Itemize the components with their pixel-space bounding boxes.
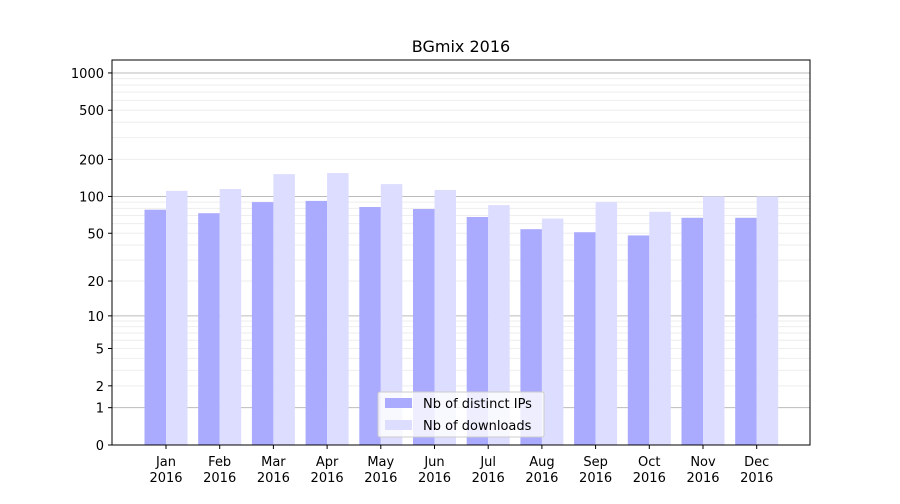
bar-distinct-ips xyxy=(198,213,220,445)
bar-distinct-ips xyxy=(413,209,435,445)
bar-downloads xyxy=(541,218,564,445)
bar-distinct-ips xyxy=(305,200,328,445)
bar-distinct-ips xyxy=(144,209,166,445)
x-tick-label: Jun 2016 xyxy=(418,455,451,486)
bar-distinct-ips xyxy=(466,216,489,445)
y-tick-label: 0 xyxy=(96,439,104,454)
bars xyxy=(144,173,779,445)
y-tick-label: 5 xyxy=(96,343,104,358)
bar-downloads xyxy=(273,174,295,445)
chart-title: BGmix 2016 xyxy=(412,37,510,56)
legend-swatch-downloads xyxy=(385,420,412,430)
x-tick-label: May 2016 xyxy=(364,455,397,486)
legend: Nb of distinct IPs Nb of downloads xyxy=(377,391,545,438)
y-tick-label: 500 xyxy=(79,104,104,119)
y-axis: 0 1 2 5 10 20 50 100 200 500 1000 xyxy=(71,67,112,454)
bar-downloads xyxy=(219,189,242,445)
legend-swatch-ips xyxy=(385,398,412,408)
bar-downloads xyxy=(166,190,188,445)
x-tick-label: Oct 2016 xyxy=(633,455,666,486)
bar-downloads xyxy=(649,211,671,445)
bar-distinct-ips xyxy=(359,207,381,445)
bar-downloads xyxy=(380,184,403,445)
bar-downloads xyxy=(756,196,779,445)
y-tick-label: 200 xyxy=(79,153,104,168)
x-tick-label: Feb 2016 xyxy=(203,455,236,486)
x-tick-label: Dec 2016 xyxy=(740,455,773,486)
x-tick-label: Nov 2016 xyxy=(686,455,719,486)
axes-frame xyxy=(111,59,811,446)
bar-downloads xyxy=(703,196,725,445)
bar-distinct-ips xyxy=(681,217,703,445)
bar-distinct-ips xyxy=(251,202,274,445)
y-tick-label: 100 xyxy=(79,190,104,205)
legend-label-ips: Nb of distinct IPs xyxy=(423,397,532,412)
bar-downloads xyxy=(434,189,456,445)
bar-downloads xyxy=(488,205,510,445)
y-tick-label: 1000 xyxy=(71,67,104,82)
x-tick-label: Jul 2016 xyxy=(472,455,505,486)
legend-label-downloads: Nb of downloads xyxy=(423,419,532,434)
bar-distinct-ips xyxy=(627,235,650,445)
bar-downloads xyxy=(595,202,618,445)
x-tick-label: Jan 2016 xyxy=(149,455,182,486)
bar-distinct-ips xyxy=(520,229,542,445)
bar-downloads xyxy=(327,173,349,445)
x-tick-label: Apr 2016 xyxy=(311,455,344,486)
legend-box xyxy=(377,391,545,438)
bar-distinct-ips xyxy=(574,232,596,445)
x-tick-label: Mar 2016 xyxy=(257,455,290,486)
y-tick-label: 10 xyxy=(87,310,104,325)
x-tick-label: Sep 2016 xyxy=(579,455,612,486)
y-tick-label: 2 xyxy=(96,380,104,395)
bar-distinct-ips xyxy=(735,217,757,445)
y-tick-label: 20 xyxy=(87,275,104,290)
x-axis: Jan 2016 Feb 2016 Mar 2016 Apr 2016 May 2016 Jun 20… xyxy=(149,445,773,486)
x-tick-label: Aug 2016 xyxy=(525,455,558,486)
y-tick-label: 50 xyxy=(87,227,104,242)
y-tick-label: 1 xyxy=(96,402,104,417)
